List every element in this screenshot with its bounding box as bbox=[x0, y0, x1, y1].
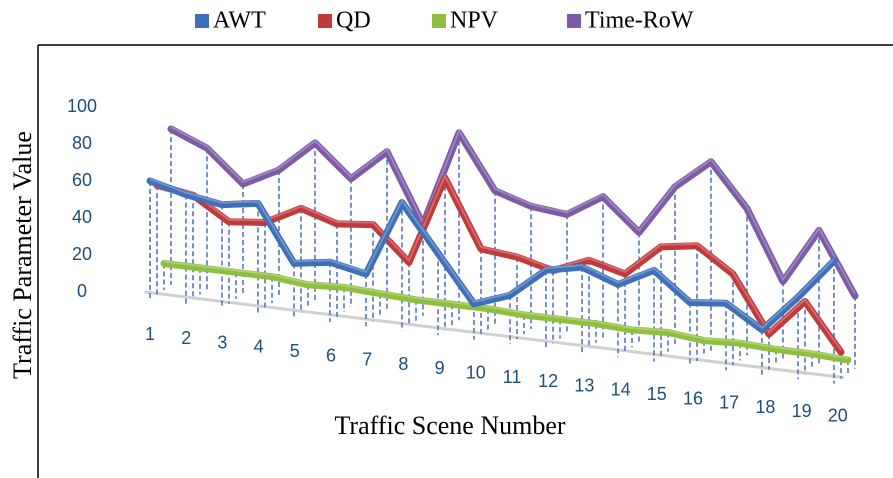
x-tick-label: 4 bbox=[254, 337, 264, 357]
floor bbox=[144, 290, 845, 380]
y-tick-label: 100 bbox=[67, 96, 97, 116]
series-line bbox=[146, 177, 838, 334]
series-highlight bbox=[156, 173, 842, 351]
x-tick-label: 9 bbox=[435, 358, 445, 378]
x-tick-label: 3 bbox=[217, 332, 227, 352]
x-tick-label: 7 bbox=[362, 350, 372, 370]
series-line bbox=[160, 260, 852, 364]
legend-swatch bbox=[195, 14, 209, 28]
x-tick-label: 18 bbox=[755, 397, 775, 417]
legend-label: NPV bbox=[450, 8, 499, 34]
x-tick-label: 10 bbox=[466, 362, 486, 382]
x-tick-label: 13 bbox=[574, 375, 594, 395]
y-axis-title: Traffic Parameter Value bbox=[8, 131, 37, 379]
y-tick-label: 20 bbox=[72, 244, 92, 264]
x-tick-label: 20 bbox=[828, 405, 848, 425]
series-highlight bbox=[170, 126, 856, 295]
legend: AWT QD NPV Time-RoW bbox=[195, 8, 694, 34]
x-tick-label: 11 bbox=[503, 367, 522, 387]
legend-label: QD bbox=[336, 8, 371, 34]
legend-swatch bbox=[432, 14, 446, 28]
series-line bbox=[167, 125, 859, 300]
x-tick-label: 2 bbox=[181, 328, 191, 348]
x-tick-label: 15 bbox=[647, 384, 667, 404]
x-tick-label: 6 bbox=[326, 345, 336, 365]
x-tick-label: 5 bbox=[290, 341, 300, 361]
y-tick-label: 60 bbox=[72, 170, 92, 190]
legend-swatch bbox=[567, 14, 581, 28]
legend-label: Time-RoW bbox=[585, 8, 694, 34]
x-tick-label: 17 bbox=[719, 393, 739, 413]
y-tick-label: 80 bbox=[72, 133, 92, 153]
legend-swatch bbox=[318, 14, 332, 28]
series-highlight bbox=[163, 260, 849, 360]
y-tick-label: 40 bbox=[72, 207, 92, 227]
series-highlight bbox=[149, 178, 835, 330]
x-tick-label: 19 bbox=[792, 401, 812, 421]
legend-label: AWT bbox=[213, 8, 266, 34]
x-tick-label: 8 bbox=[398, 354, 408, 374]
x-tick-label: 14 bbox=[611, 380, 631, 400]
x-axis-title: Traffic Scene Number bbox=[334, 411, 565, 440]
x-tick-label: 1 bbox=[145, 324, 155, 344]
x-tick-label: 12 bbox=[538, 371, 558, 391]
x-tick-label: 16 bbox=[683, 388, 703, 408]
y-tick-label: 0 bbox=[77, 281, 87, 301]
